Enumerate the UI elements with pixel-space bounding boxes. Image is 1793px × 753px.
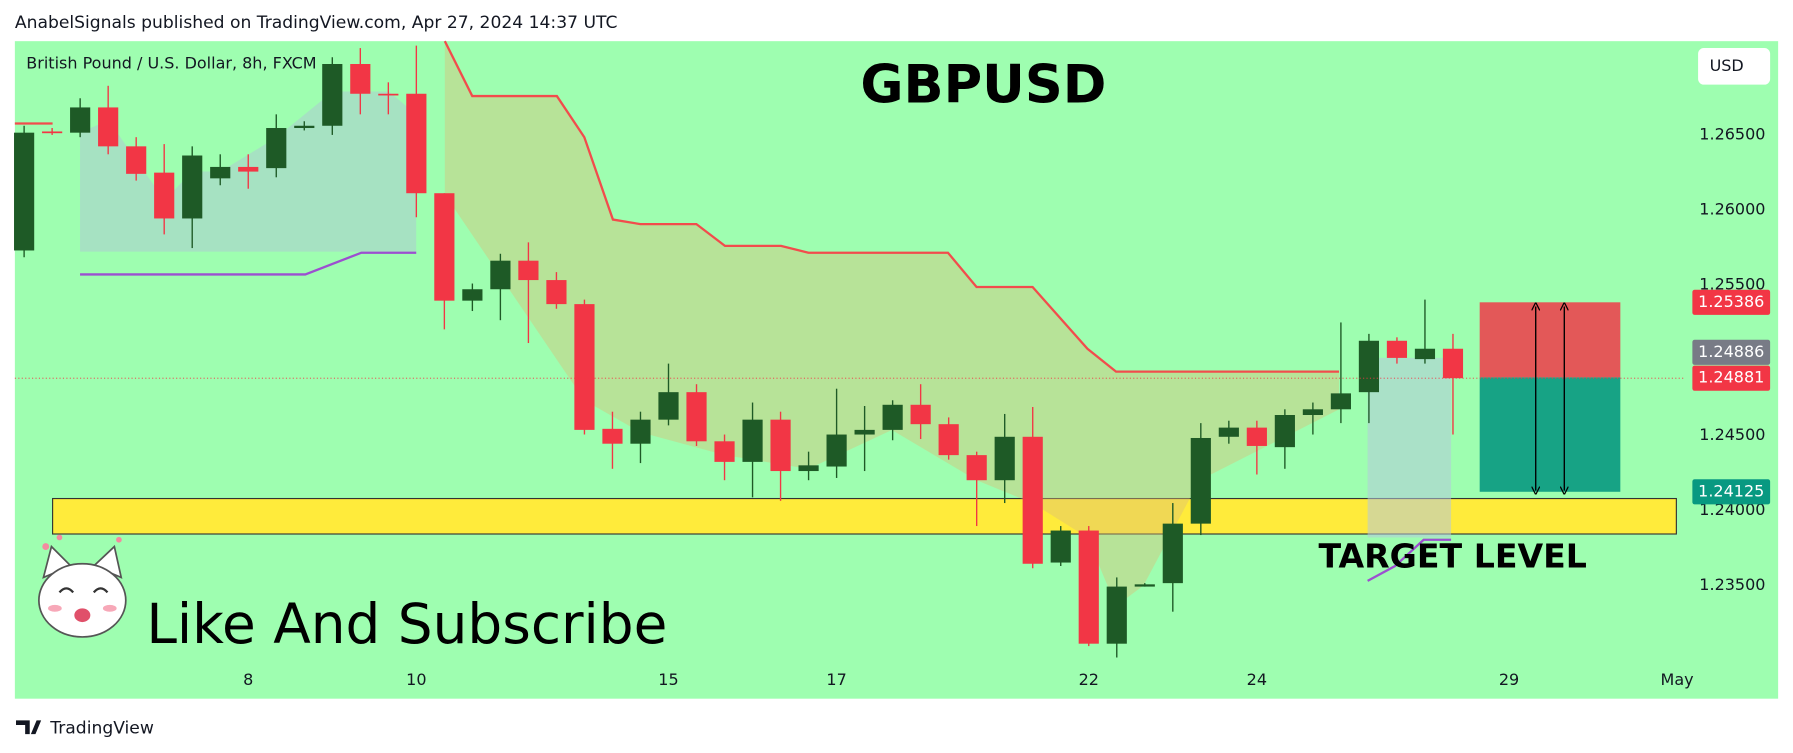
footer-logo: [16, 720, 42, 735]
price-tag-label: 1.24881: [1698, 368, 1764, 387]
candle-body: [42, 131, 63, 134]
candle-body: [602, 428, 623, 444]
candle-body: [798, 465, 819, 472]
candle-body: [1106, 586, 1127, 644]
position-tool: [1479, 302, 1621, 492]
indicator-line: [1367, 538, 1452, 582]
candle-body: [714, 441, 735, 462]
candle-body: [546, 280, 567, 305]
candle-body: [994, 436, 1015, 481]
stop-area: [1479, 302, 1621, 378]
candle-body: [462, 289, 483, 301]
candle-body: [826, 434, 847, 467]
indicator-fill: [444, 41, 1340, 607]
candle-body: [406, 93, 427, 194]
candles: [14, 45, 1686, 658]
candle-body: [1246, 427, 1267, 446]
candle-body: [210, 166, 231, 179]
projection-box: [1367, 357, 1452, 538]
indicator-line: [443, 40, 1340, 373]
x-tick-label: 8: [243, 670, 253, 689]
currency-box[interactable]: [1698, 48, 1771, 85]
mascot: [38, 534, 127, 638]
candle-body: [490, 260, 511, 290]
target-area: [1479, 377, 1621, 492]
candle-body: [854, 429, 875, 435]
candle-body: [322, 64, 343, 126]
x-tick-label: May: [1661, 670, 1694, 689]
candle-body: [1078, 530, 1099, 644]
candle-body: [1386, 340, 1408, 358]
candle-body: [574, 304, 595, 430]
candle-body: [294, 125, 315, 129]
candle-body: [1050, 530, 1071, 563]
indicator-line: [80, 251, 417, 276]
candle-body: [518, 260, 539, 281]
candle-body: [350, 64, 371, 94]
chart-title: GBPUSD: [860, 55, 1106, 116]
x-tick-label: 10: [406, 670, 426, 689]
candle-body: [910, 404, 931, 425]
symbol-label: British Pound / U.S. Dollar, 8h, FXCM: [26, 54, 316, 73]
price-tag: [1692, 339, 1771, 365]
candle-body: [1358, 340, 1380, 393]
candle-body: [658, 392, 679, 420]
y-tick-label: 1.24000: [1699, 500, 1765, 519]
header: AnabelSignals published on TradingView.c…: [15, 13, 618, 33]
candle-body: [686, 392, 707, 442]
x-tick-label: 17: [826, 670, 846, 689]
currency-label: USD: [1710, 56, 1744, 75]
x-tick-label: 29: [1499, 670, 1519, 689]
candle-body: [882, 404, 903, 430]
price-tag: [1692, 479, 1771, 505]
candle-body: [1134, 584, 1155, 587]
price-tag-label: 1.25386: [1698, 292, 1764, 311]
overlays: [443, 40, 1452, 607]
candle-body: [1442, 348, 1464, 379]
y-tick-label: 1.26000: [1699, 200, 1765, 219]
y-tick-label: 1.23500: [1699, 575, 1765, 594]
candle-body: [1190, 437, 1211, 524]
candle-body: [70, 107, 91, 133]
candle-body: [1414, 348, 1436, 360]
candle-body: [238, 166, 259, 172]
candle-body: [1274, 415, 1295, 448]
candle-body: [1022, 436, 1043, 564]
candle-body: [630, 419, 651, 444]
candle-body: [1302, 409, 1323, 416]
candle-body: [966, 455, 987, 481]
candle-body: [770, 419, 791, 472]
candle-body: [14, 132, 35, 251]
annotation: Like And Subscribe: [146, 592, 667, 656]
candle-body: [434, 193, 455, 301]
arrows: [1536, 306, 1565, 490]
footer: TradingView: [49, 718, 154, 738]
x-tick-label: 15: [658, 670, 678, 689]
candle-body: [266, 128, 287, 169]
candle-body: [126, 146, 147, 174]
y-tick-label: 1.26500: [1699, 124, 1765, 143]
candle-body: [742, 419, 763, 462]
candle-body: [182, 155, 203, 219]
x-tick-label: 22: [1079, 670, 1099, 689]
y-tick-label: 1.25500: [1699, 275, 1765, 294]
price-tag: [1692, 365, 1771, 391]
price-tag-label: 1.24886: [1698, 342, 1764, 361]
candle-body: [1162, 523, 1183, 584]
y-tick-label: 1.24500: [1699, 425, 1765, 444]
annotation: TARGET LEVEL: [1318, 537, 1586, 576]
candle-body: [98, 107, 119, 147]
price-tag-label: 1.24125: [1698, 481, 1764, 500]
price-tag: [1692, 289, 1771, 315]
x-tick-label: 24: [1247, 670, 1267, 689]
candle-body: [938, 424, 959, 456]
candle-body: [378, 93, 399, 96]
candle-body: [1330, 393, 1351, 410]
candle-body: [154, 172, 175, 219]
candle-body: [1218, 427, 1239, 437]
